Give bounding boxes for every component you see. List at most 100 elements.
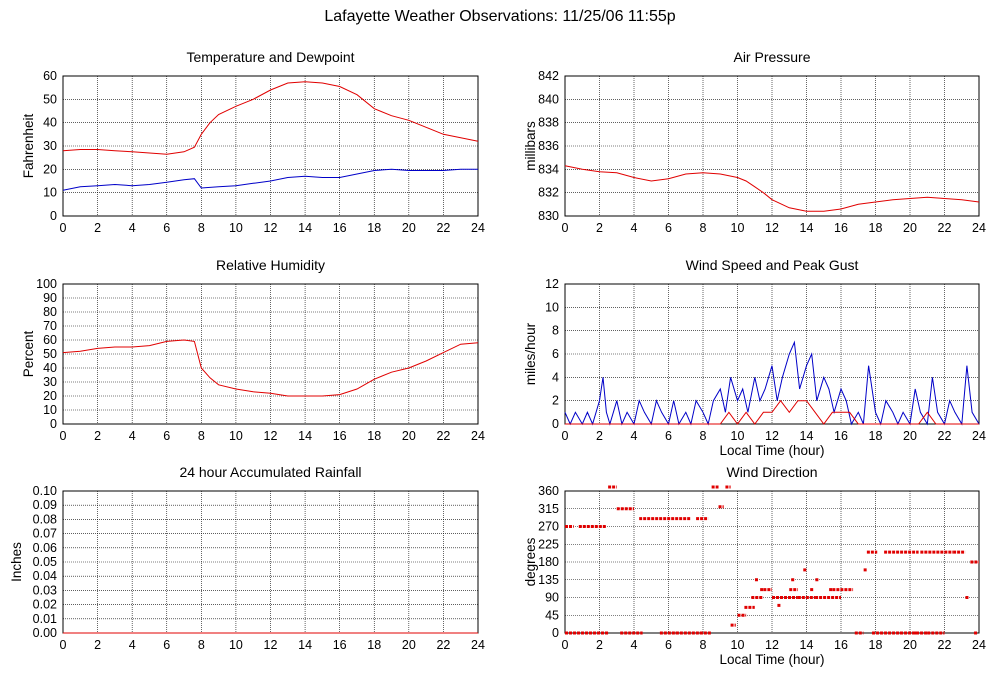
temp-xtick-label: 22 (436, 221, 450, 235)
humidity-frame (62, 283, 479, 425)
temp-ytick-label: 10 (43, 186, 57, 200)
humidity-xtick-label: 2 (94, 429, 101, 443)
winddir-ytick-label: 360 (538, 484, 559, 498)
winddir-direction-point (675, 631, 679, 635)
rain-xtick-label: 0 (60, 638, 67, 652)
wind-ytick-label: 6 (552, 347, 559, 361)
temp-ytick-label: 50 (43, 92, 57, 106)
winddir-direction-point (810, 588, 814, 592)
humidity-ytick-label: 20 (43, 389, 57, 403)
humidity-xtick-label: 8 (198, 429, 205, 443)
humidity-ytick-label: 10 (43, 403, 57, 417)
rain-ytick-label: 0.10 (33, 484, 57, 498)
pressure-xtick-label: 12 (765, 221, 779, 235)
winddir-ytick-label: 180 (538, 555, 559, 569)
temp-series-1-line (62, 168, 478, 191)
pressure-series-0-line (564, 165, 980, 212)
humidity-ylabel: Percent (21, 330, 36, 377)
temp-frame (62, 75, 479, 217)
winddir-ylabel: degrees (523, 537, 538, 586)
winddir-xtick-label: 24 (972, 638, 986, 652)
temp-ytick-label: 40 (43, 116, 57, 130)
temp-xtick-label: 16 (333, 221, 347, 235)
humidity-ytick-label: 100 (36, 277, 57, 291)
wind-ytick-label: 12 (545, 277, 559, 291)
rain-xtick-label: 14 (298, 638, 312, 652)
winddir-direction-point (791, 578, 795, 582)
pressure-xtick-label: 22 (938, 221, 952, 235)
rain-ytick-label: 0.07 (33, 527, 57, 541)
rain-title: 24 hour Accumulated Rainfall (179, 464, 361, 480)
rain-xtick-label: 4 (129, 638, 136, 652)
rain-ytick-label: 0.08 (33, 512, 57, 526)
wind-xtick-label: 12 (765, 429, 779, 443)
temp-ytick-label: 60 (43, 69, 57, 83)
rain-ytick-label: 0.03 (33, 583, 57, 597)
wind-ytick-label: 2 (552, 394, 559, 408)
pressure-ytick-label: 830 (538, 209, 559, 223)
pressure-xtick-label: 0 (562, 221, 569, 235)
winddir-xtick-label: 20 (903, 638, 917, 652)
humidity-ytick-label: 80 (43, 305, 57, 319)
temp-ytick-label: 30 (43, 139, 57, 153)
winddir-xtick-label: 8 (700, 638, 707, 652)
humidity-ytick-label: 60 (43, 333, 57, 347)
humidity-xtick-label: 6 (163, 429, 170, 443)
winddir-direction-point (899, 631, 903, 635)
rain-ytick-label: 0.01 (33, 612, 57, 626)
temp-xtick-label: 0 (60, 221, 67, 235)
temp-ytick-label: 0 (50, 209, 57, 223)
pressure-xtick-label: 10 (731, 221, 745, 235)
rain-xtick-label: 18 (367, 638, 381, 652)
wind-series-1-line (565, 399, 979, 425)
winddir-ytick-label: 270 (538, 520, 559, 534)
temp-xtick-label: 24 (471, 221, 485, 235)
wind-ylabel: miles/hour (523, 322, 538, 385)
winddir-direction-point (699, 631, 703, 635)
winddir-xtick-label: 22 (938, 638, 952, 652)
humidity-xtick-label: 0 (60, 429, 67, 443)
winddir-direction-point (754, 578, 758, 582)
wind-ytick-label: 8 (552, 324, 559, 338)
humidity-xtick-label: 16 (333, 429, 347, 443)
winddir-direction-point (863, 568, 867, 572)
pressure-xtick-label: 2 (596, 221, 603, 235)
rain-ylabel: Inches (9, 542, 24, 582)
humidity-ytick-label: 90 (43, 291, 57, 305)
pressure-ytick-label: 836 (538, 139, 559, 153)
wind-xtick-label: 16 (834, 429, 848, 443)
humidity-xtick-label: 12 (264, 429, 278, 443)
temp-xtick-label: 4 (129, 221, 136, 235)
rain-ytick-label: 0.02 (33, 598, 57, 612)
winddir-ytick-label: 0 (552, 626, 559, 640)
rain-xtick-label: 22 (436, 638, 450, 652)
wind-series-0-line (564, 340, 980, 426)
humidity-xtick-label: 24 (471, 429, 485, 443)
pressure-ylabel: millibars (523, 121, 538, 171)
rain-xtick-label: 10 (229, 638, 243, 652)
rain-ytick-label: 0.09 (33, 498, 57, 512)
pressure-ytick-label: 842 (538, 69, 559, 83)
temp-xtick-label: 8 (198, 221, 205, 235)
wind-title: Wind Speed and Peak Gust (686, 257, 859, 273)
winddir-xtick-label: 0 (562, 638, 569, 652)
humidity-xtick-label: 22 (436, 429, 450, 443)
pressure-xtick-label: 14 (800, 221, 814, 235)
pressure-title: Air Pressure (733, 49, 810, 65)
wind-xtick-label: 18 (869, 429, 883, 443)
winddir-xtick-label: 4 (631, 638, 638, 652)
pressure-frame (564, 75, 980, 217)
wind-frame (564, 283, 980, 425)
temp-xtick-label: 18 (367, 221, 381, 235)
rain-xtick-label: 8 (198, 638, 205, 652)
rain-ytick-label: 0.05 (33, 555, 57, 569)
humidity-ytick-label: 30 (43, 375, 57, 389)
temp-title: Temperature and Dewpoint (186, 49, 354, 65)
wind-xtick-label: 8 (700, 429, 707, 443)
rain-ytick-label: 0.06 (33, 541, 57, 555)
winddir-xtick-label: 12 (765, 638, 779, 652)
